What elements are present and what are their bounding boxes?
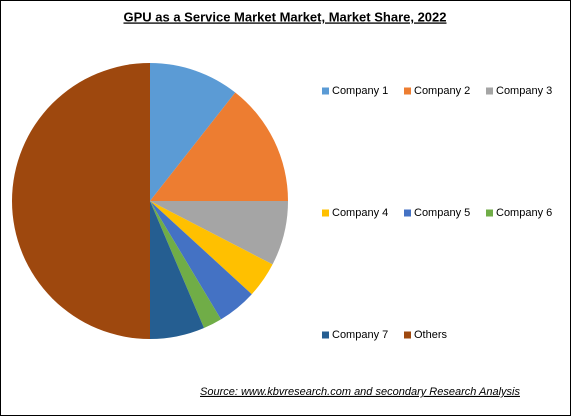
legend-label: Company 3 (496, 85, 552, 97)
legend-swatch (322, 87, 329, 95)
legend-label: Company 4 (332, 207, 388, 219)
legend-label: Company 1 (332, 85, 388, 97)
legend-label: Company 7 (332, 329, 388, 341)
pie-slice (150, 201, 288, 265)
legend-swatch (404, 331, 411, 339)
source-note: Source: www.kbvresearch.com and secondar… (200, 386, 520, 398)
legend-swatch (322, 209, 329, 217)
legend-label: Others (414, 329, 448, 341)
legend-swatch (322, 331, 329, 339)
pie-slice (150, 201, 273, 295)
legend-label: Company 2 (414, 85, 470, 97)
pie-slice (150, 92, 288, 201)
chart-title: GPU as a Service Market Market, Market S… (123, 9, 446, 24)
pie-slice (150, 201, 205, 339)
pie-slice (150, 201, 221, 328)
legend-label: Company 6 (496, 207, 552, 219)
legend-label: Company 5 (414, 207, 470, 219)
legend-swatch (486, 87, 493, 95)
pie-slice (150, 63, 236, 201)
legend-swatch (486, 209, 493, 217)
legend-swatch (404, 209, 411, 217)
legend-swatch (404, 87, 411, 95)
pie-slice (12, 63, 150, 339)
pie-slice (150, 201, 252, 320)
